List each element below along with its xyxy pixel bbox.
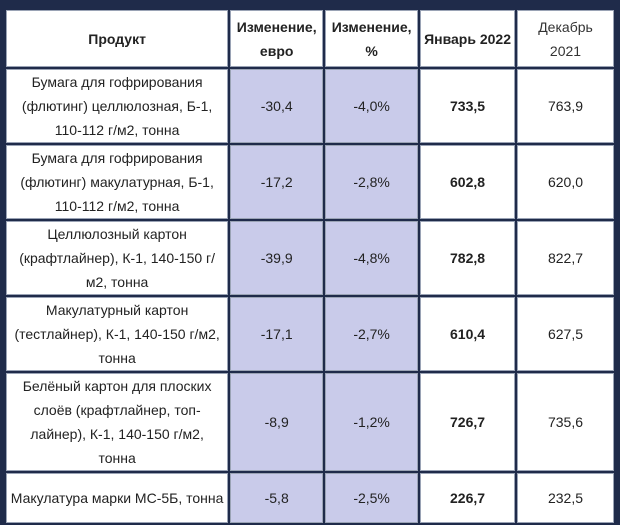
cell-dec-2021: 763,9 <box>517 69 614 143</box>
cell-jan-2022: 733,5 <box>420 69 515 143</box>
header-change-eur: Изменение, евро <box>230 10 324 67</box>
cell-change-pct: -1,2% <box>325 373 419 471</box>
cell-product: Целлюлозный картон (крафтлайнер), К-1, 1… <box>6 221 229 295</box>
cell-dec-2021: 735,6 <box>517 373 614 471</box>
cell-jan-2022: 610,4 <box>420 297 515 371</box>
cell-change-pct: -2,7% <box>325 297 419 371</box>
table-row: Бумага для гофрирования (флютинг) целлюл… <box>6 69 614 143</box>
cell-product: Белёный картон для плоских слоёв (крафтл… <box>6 373 229 471</box>
table-row: Целлюлозный картон (крафтлайнер), К-1, 1… <box>6 221 614 295</box>
cell-jan-2022: 726,7 <box>420 373 515 471</box>
cell-change-eur: -8,9 <box>230 373 324 471</box>
table-row: Макулатурный картон (тестлайнер), К-1, 1… <box>6 297 614 371</box>
table-header-row: Продукт Изменение, евро Изменение, % Янв… <box>6 10 614 67</box>
cell-product: Макулатура марки МС-5Б, тонна <box>6 473 229 523</box>
cell-change-eur: -39,9 <box>230 221 324 295</box>
header-change-pct: Изменение, % <box>325 10 419 67</box>
header-dec-2021: Декабрь 2021 <box>517 10 614 67</box>
cell-dec-2021: 627,5 <box>517 297 614 371</box>
cell-product: Бумага для гофрирования (флютинг) макула… <box>6 145 229 219</box>
cell-product: Бумага для гофрирования (флютинг) целлюл… <box>6 69 229 143</box>
table-row: Макулатура марки МС-5Б, тонна -5,8 -2,5%… <box>6 473 614 523</box>
cell-change-pct: -4,8% <box>325 221 419 295</box>
cell-change-eur: -30,4 <box>230 69 324 143</box>
cell-jan-2022: 602,8 <box>420 145 515 219</box>
cell-jan-2022: 226,7 <box>420 473 515 523</box>
cell-dec-2021: 232,5 <box>517 473 614 523</box>
header-product: Продукт <box>6 10 229 67</box>
table-row: Белёный картон для плоских слоёв (крафтл… <box>6 373 614 471</box>
cell-dec-2021: 822,7 <box>517 221 614 295</box>
cell-change-eur: -5,8 <box>230 473 324 523</box>
cell-change-eur: -17,2 <box>230 145 324 219</box>
header-jan-2022: Январь 2022 <box>420 10 515 67</box>
table-row: Бумага для гофрирования (флютинг) макула… <box>6 145 614 219</box>
price-change-table: Продукт Изменение, евро Изменение, % Янв… <box>4 8 616 525</box>
cell-jan-2022: 782,8 <box>420 221 515 295</box>
cell-dec-2021: 620,0 <box>517 145 614 219</box>
cell-change-pct: -4,0% <box>325 69 419 143</box>
cell-change-eur: -17,1 <box>230 297 324 371</box>
cell-product: Макулатурный картон (тестлайнер), К-1, 1… <box>6 297 229 371</box>
cell-change-pct: -2,5% <box>325 473 419 523</box>
cell-change-pct: -2,8% <box>325 145 419 219</box>
